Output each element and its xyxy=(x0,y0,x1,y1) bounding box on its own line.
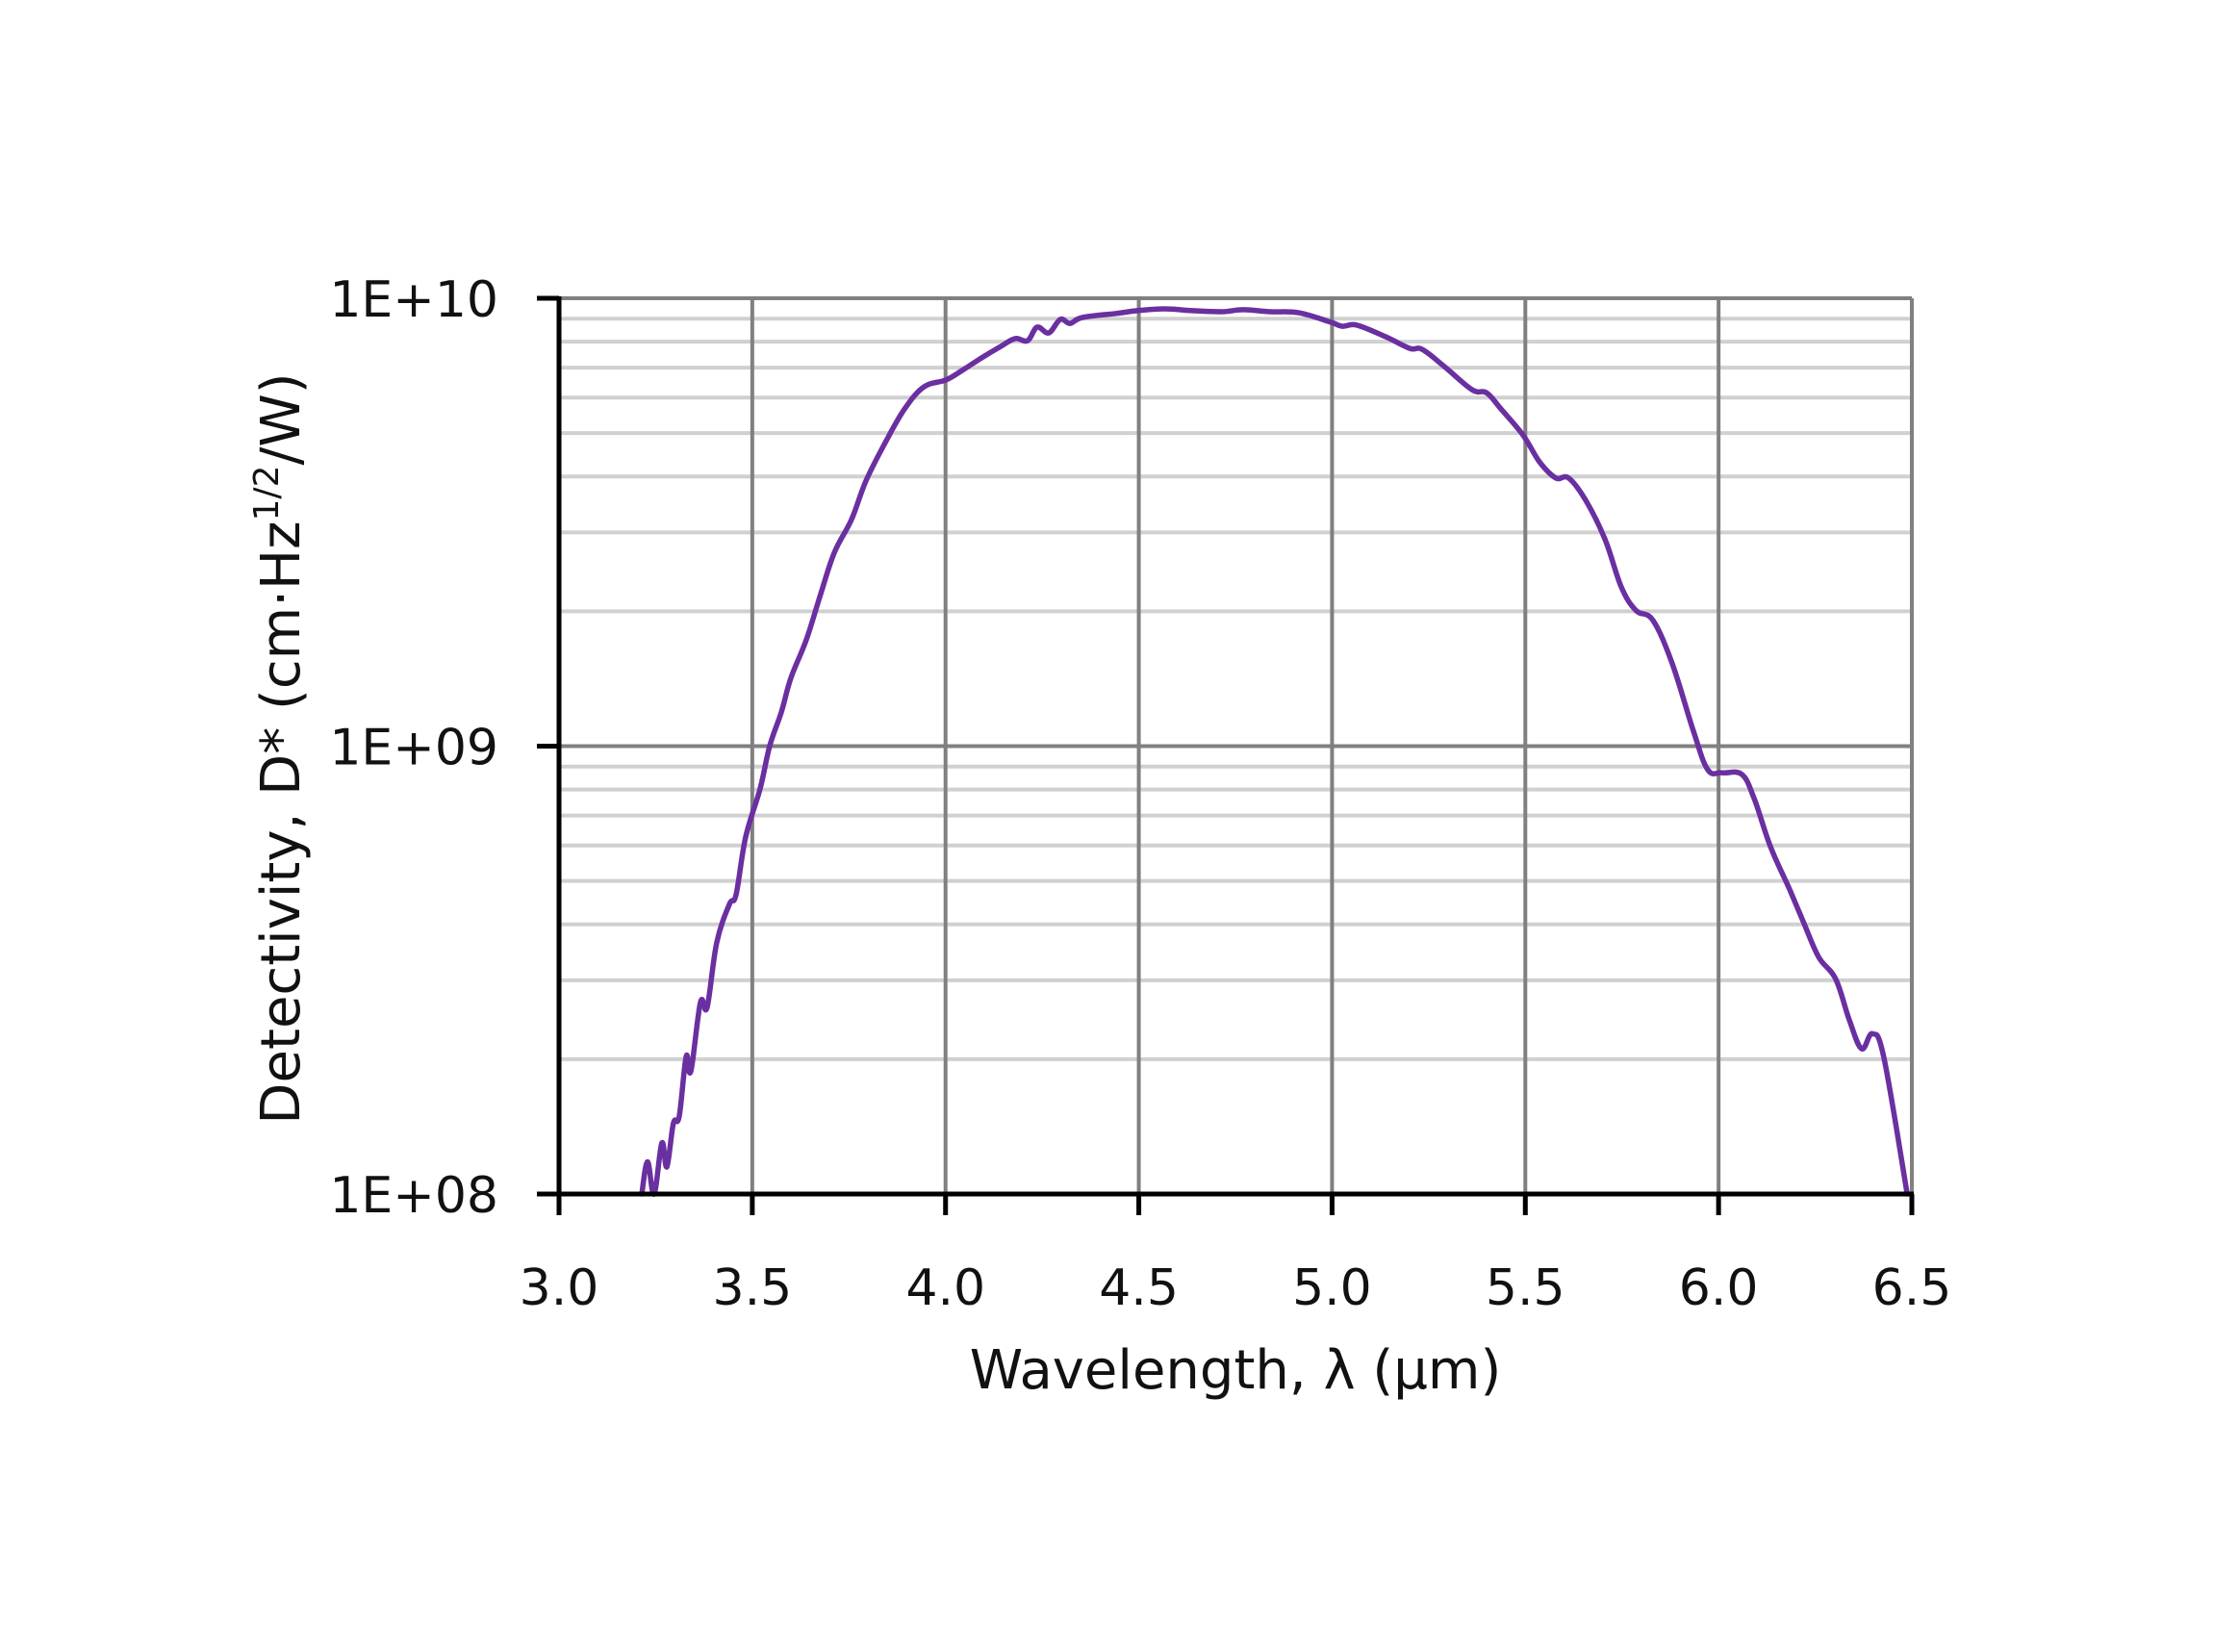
x-tick-label: 4.0 xyxy=(905,1259,985,1317)
y-axis-title-superscript: 1/2 xyxy=(247,466,287,521)
y-tick-label: 1E+09 xyxy=(329,720,498,777)
x-tick-label: 6.0 xyxy=(1679,1259,1759,1317)
y-tick-label: 1E+08 xyxy=(329,1167,498,1225)
x-tick-label: 3.5 xyxy=(713,1259,793,1317)
y-axis-ticks: 1E+08 1E+09 1E+10 xyxy=(329,271,559,1225)
y-axis-title: Detectivity, D* (cm·Hz1/2/W) xyxy=(247,372,313,1124)
x-tick-label: 5.5 xyxy=(1486,1259,1565,1317)
detectivity-curve xyxy=(639,306,1910,1197)
x-tick-label: 3.0 xyxy=(520,1259,599,1317)
x-tick-label: 4.5 xyxy=(1099,1259,1179,1317)
minor-gridlines xyxy=(559,317,1912,1061)
y-tick-label: 1E+10 xyxy=(329,271,498,329)
x-axis-title: Wavelength, λ (μm) xyxy=(970,1339,1502,1402)
y-axis-title-main: Detectivity, D* (cm·Hz xyxy=(250,521,313,1124)
x-axis-ticks: 3.0 3.5 4.0 4.5 5.0 5.5 6.0 6.5 xyxy=(520,1194,1952,1317)
y-axis-title-tail: /W) xyxy=(250,372,313,465)
x-tick-label: 6.5 xyxy=(1872,1259,1952,1317)
x-tick-label: 5.0 xyxy=(1292,1259,1372,1317)
